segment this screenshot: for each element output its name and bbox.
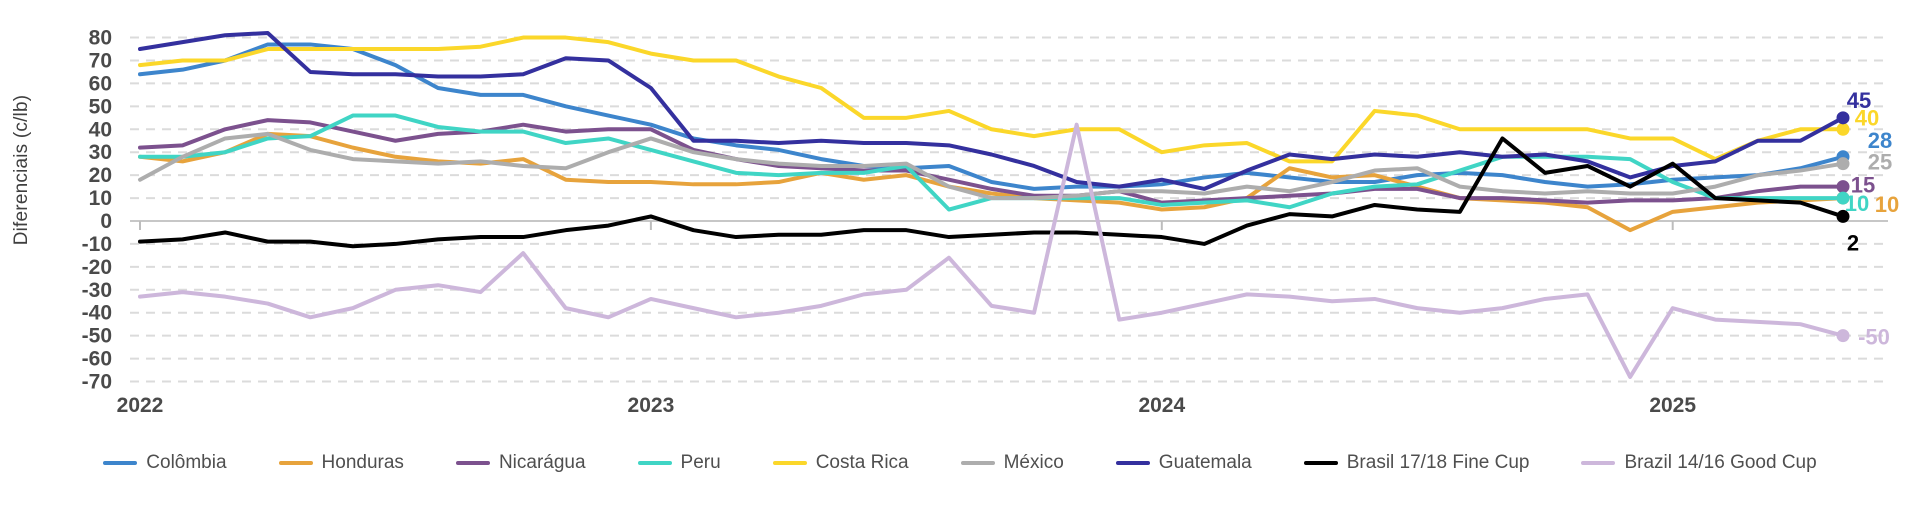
y-tick-label-20: 20 [89,164,112,187]
y-tick-label--40: -40 [82,302,112,325]
series-line-brazil-14-16-good-cup [138,122,1845,379]
y-tick-label-10: 10 [89,187,112,210]
series-line-costa-rica [138,35,1845,164]
legend-line-swatch [103,461,138,465]
legend-item-label: Brazil 14/16 Good Cup [1624,452,1817,473]
series-end-label-guatemala: 45 [1847,88,1871,113]
y-tick-label--20: -20 [82,256,112,279]
y-tick-label-50: 50 [89,95,112,118]
legend-item-label: Colômbia [146,452,227,473]
y-tick-label--50: -50 [82,325,112,348]
x-tick-label-2024: 2024 [1138,394,1185,417]
legend-item-label: Brasil 17/18 Fine Cup [1346,452,1530,473]
y-tick-label-30: 30 [89,141,112,164]
series-line-mexico [138,131,1845,201]
series-end-label-peru: 10 [1845,191,1869,216]
legend-item-label: México [1003,452,1064,473]
legend-item-label: Nicarágua [498,452,586,473]
x-tick-label-2025: 2025 [1649,394,1696,417]
series-end-label-mexico: 25 [1868,150,1892,175]
y-tick-label-40: 40 [89,118,112,141]
legend-line-swatch [772,461,807,465]
series-end-label-brasil-17-18-fine-cup: 2 [1847,230,1859,255]
series-end-label-costa-rica: 40 [1855,105,1879,130]
series-line-brasil-17-18-fine-cup [138,136,1845,249]
series-end-dot-nicaragua [1836,180,1850,194]
legend-item-brasil-17-18-fine-cup[interactable]: Brasil 17/18 Fine Cup [1303,452,1530,474]
series-end-label-colombia: 28 [1868,128,1892,153]
y-tick-label-80: 80 [89,27,112,50]
y-tick-label--60: -60 [82,348,112,371]
legend-line-swatch [278,461,313,465]
series-line-nicaragua [138,118,1845,205]
y-tick-label-60: 60 [89,72,112,95]
legend-item-colombia[interactable]: Colômbia [103,452,227,474]
series-end-label-honduras: 10 [1875,192,1899,217]
y-tick-label--30: -30 [82,279,112,302]
y-tick-label--10: -10 [82,233,112,256]
y-axis-title: Diferenciais (c/lb) [11,94,32,246]
series-line-guatemala [138,30,1845,191]
legend-item-label: Guatemala [1158,452,1252,473]
legend-item-label: Peru [680,452,721,473]
y-tick-label-0: 0 [100,210,112,233]
legend-item-nicaragua[interactable]: Nicarágua [455,452,586,474]
legend-line-swatch [637,461,672,465]
legend-item-mexico[interactable]: México [960,452,1064,474]
legend-line-swatch [1581,461,1616,465]
series-end-dot-guatemala [1836,111,1850,125]
legend-item-guatemala[interactable]: Guatemala [1115,452,1252,474]
series-end-dot-mexico [1836,157,1850,171]
series-end-label-brazil-14-16-good-cup: -50 [1858,325,1890,350]
legend-line-swatch [1303,461,1338,465]
legend-line-swatch [1115,461,1150,465]
y-tick-label--70: -70 [82,371,112,394]
series-end-dot-brazil-14-16-good-cup [1836,329,1850,343]
series-end-label-nicaragua: 15 [1851,173,1875,198]
legend-line-swatch [455,461,490,465]
legend-item-label: Honduras [321,452,404,473]
series-line-honduras [138,131,1845,233]
series-line-colombia [138,42,1845,191]
series-end-dot-peru [1836,191,1850,205]
legend: Colômbia Honduras Nicarágua Peru Costa R… [0,452,1920,474]
legend-item-honduras[interactable]: Honduras [278,452,404,474]
y-tick-label-70: 70 [89,49,112,72]
x-tick-label-2023: 2023 [628,394,675,417]
x-tick-label-2022: 2022 [117,394,164,417]
legend-line-swatch [960,461,995,465]
legend-item-brazil-14-16-good-cup[interactable]: Brazil 14/16 Good Cup [1581,452,1817,474]
legend-item-peru[interactable]: Peru [637,452,721,474]
series-end-dot-costa-rica [1836,122,1850,136]
legend-item-costa-rica[interactable]: Costa Rica [772,452,909,474]
series-end-dot-brasil-17-18-fine-cup [1836,209,1850,223]
legend-item-label: Costa Rica [815,452,909,473]
